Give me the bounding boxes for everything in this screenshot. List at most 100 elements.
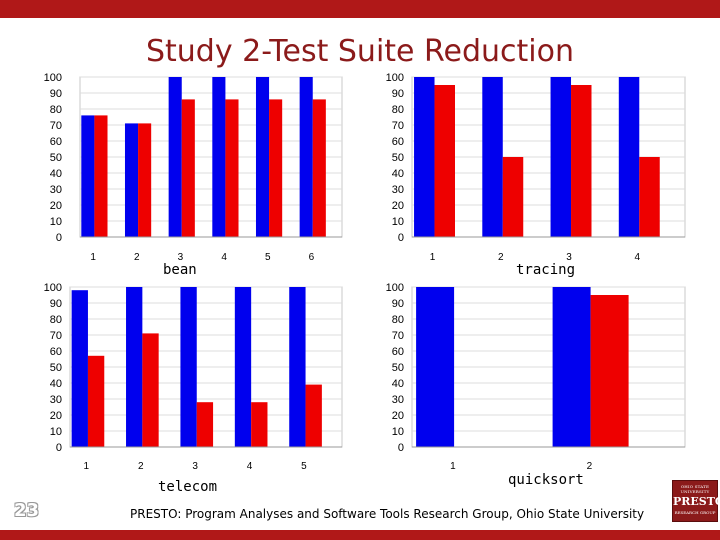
bean-x-tick-label: 1 <box>90 252 96 263</box>
bean-y-tick-label: 20 <box>50 200 62 212</box>
bean-y-tick-label: 50 <box>50 152 62 164</box>
bean-y-tick-label: 0 <box>56 232 62 244</box>
chart-label-tracing: tracing <box>516 262 576 278</box>
telecom-x-tick-label: 3 <box>192 461 198 472</box>
quicksort-y-tick-label: 100 <box>386 282 404 294</box>
bean-x-tick-label: 3 <box>178 252 184 263</box>
quicksort-x-tick-label: 1 <box>450 461 456 472</box>
telecom-y-tick-label: 100 <box>44 282 62 294</box>
telecom-x-tick-label: 2 <box>138 461 144 472</box>
tracing-y-tick-label: 40 <box>392 168 404 180</box>
quicksort-x-tick-label: 2 <box>587 461 593 472</box>
bean-y-tick-label: 100 <box>44 72 62 84</box>
tracing-y-tick-label: 10 <box>392 216 404 228</box>
tracing-bar-1-s1 <box>414 77 435 237</box>
tracing-y-tick-label: 80 <box>392 104 404 116</box>
telecom-x-tick-label: 5 <box>301 461 307 472</box>
bean-bar-6-s1 <box>299 77 313 237</box>
quicksort-y-tick-label: 80 <box>392 314 404 326</box>
telecom-y-tick-label: 60 <box>50 346 62 358</box>
quicksort-y-tick-label: 70 <box>392 330 404 342</box>
telecom-y-tick-label: 50 <box>50 362 62 374</box>
bean-y-tick-label: 10 <box>50 216 62 228</box>
bean-bar-6-s2 <box>312 99 326 238</box>
bean-x-tick-label: 5 <box>265 252 271 263</box>
quicksort-y-tick-label: 0 <box>398 442 404 454</box>
telecom-y-tick-label: 80 <box>50 314 62 326</box>
tracing-x-tick-label: 3 <box>566 252 572 263</box>
tracing-x-tick-label: 2 <box>498 252 504 263</box>
telecom-bar-2-s2 <box>142 333 159 447</box>
tracing-bar-1-s2 <box>434 85 455 237</box>
telecom-bar-5-s2 <box>305 384 322 447</box>
tracing-bar-4-s2 <box>639 157 660 237</box>
quicksort-y-tick-label: 60 <box>392 346 404 358</box>
bean-bar-3-s2 <box>181 99 195 238</box>
telecom-bar-4-s2 <box>251 402 268 447</box>
bean-bar-3-s1 <box>168 77 182 237</box>
chart-label-bean: bean <box>163 262 197 278</box>
telecom-y-tick-label: 20 <box>50 410 62 422</box>
bean-y-tick-label: 70 <box>50 120 62 132</box>
bean-bar-2-s1 <box>124 123 139 237</box>
bean-x-tick-label: 4 <box>221 252 227 263</box>
telecom-y-tick-label: 70 <box>50 330 62 342</box>
presto-logo: OHIO STATE UNIVERSITY PRESTO RESEARCH GR… <box>672 480 720 522</box>
slide-title: Study 2-Test Suite Reduction <box>145 34 575 69</box>
bean-y-tick-label: 80 <box>50 104 62 116</box>
quicksort-bar-2-s2 <box>590 295 629 447</box>
tracing-bar-2-s2 <box>502 157 524 237</box>
logo-top-text: OHIO STATE UNIVERSITY <box>680 484 710 494</box>
bean-x-tick-label: 6 <box>309 252 315 263</box>
tracing-y-tick-label: 0 <box>398 232 404 244</box>
tracing-y-tick-label: 30 <box>392 184 404 196</box>
tracing-y-tick-label: 70 <box>392 120 404 132</box>
telecom-y-tick-label: 30 <box>50 394 62 406</box>
bean-y-tick-label: 40 <box>50 168 62 180</box>
quicksort-y-tick-label: 20 <box>392 410 404 422</box>
telecom-bar-2-s1 <box>126 287 143 447</box>
chart-label-telecom: telecom <box>158 479 218 495</box>
bean-bar-5-s1 <box>255 77 270 237</box>
footer-text: PRESTO: Program Analyses and Software To… <box>130 507 645 521</box>
bean-x-tick-label: 2 <box>134 252 140 263</box>
telecom-bar-1-s1 <box>71 290 88 447</box>
quicksort-y-tick-label: 40 <box>392 378 404 390</box>
tracing-bar-2-s1 <box>482 77 503 237</box>
tracing-y-tick-label: 20 <box>392 200 404 212</box>
bean-bar-1-s1 <box>81 115 95 237</box>
tracing-y-tick-label: 90 <box>392 88 404 100</box>
bean-bar-1-s2 <box>94 115 108 237</box>
quicksort-bar-2-s1 <box>552 287 591 447</box>
bottom-accent-bar <box>0 530 720 540</box>
tracing-x-tick-label: 1 <box>430 252 436 263</box>
chart-label-quicksort: quicksort <box>508 472 584 488</box>
tracing-y-tick-label: 60 <box>392 136 404 148</box>
slide-number: 23 <box>14 500 40 521</box>
bean-bar-5-s2 <box>269 99 283 238</box>
telecom-y-tick-label: 90 <box>50 298 62 310</box>
bean-y-tick-label: 90 <box>50 88 62 100</box>
telecom-x-tick-label: 1 <box>84 461 90 472</box>
tracing-y-tick-label: 100 <box>386 72 404 84</box>
quicksort-y-tick-label: 30 <box>392 394 404 406</box>
telecom-bar-5-s1 <box>289 287 306 447</box>
quicksort-bar-1-s1 <box>416 287 455 447</box>
quicksort-y-tick-label: 50 <box>392 362 404 374</box>
bean-y-tick-label: 60 <box>50 136 62 148</box>
quicksort-y-tick-label: 10 <box>392 426 404 438</box>
top-accent-bar <box>0 0 720 18</box>
logo-name: PRESTO <box>673 495 720 508</box>
telecom-y-tick-label: 0 <box>56 442 62 454</box>
tracing-bar-3-s1 <box>550 77 572 237</box>
bean-bar-2-s2 <box>138 123 152 237</box>
telecom-bar-1-s2 <box>87 355 105 447</box>
tracing-x-tick-label: 4 <box>634 252 640 263</box>
tracing-y-tick-label: 50 <box>392 152 404 164</box>
tracing-bar-4-s1 <box>618 77 640 237</box>
telecom-bar-3-s1 <box>180 287 197 447</box>
telecom-x-tick-label: 4 <box>247 461 253 472</box>
telecom-bar-4-s1 <box>234 287 252 447</box>
telecom-y-tick-label: 40 <box>50 378 62 390</box>
